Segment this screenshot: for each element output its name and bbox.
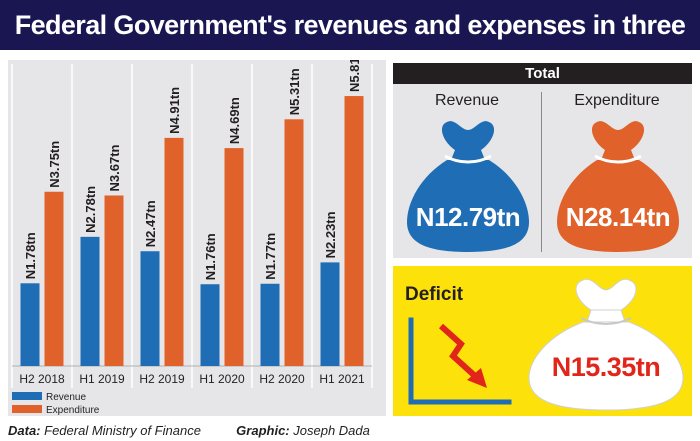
data-source-label: Data: [8,423,41,438]
legend-label: Revenue [46,392,86,403]
revenue-data-label: N2.23tn [323,211,338,258]
revenue-data-label: N1.76tn [203,233,218,280]
expenditure-bar [44,191,64,366]
expenditure-data-label: N5.81tn [347,60,362,92]
expenditure-bar [104,195,124,366]
expenditure-bar [284,119,304,366]
expenditure-bar [224,148,244,366]
revenue-money-bag-icon [407,121,529,252]
revenue-bar [80,236,100,366]
expenditure-total-value: N28.14tn [565,202,671,232]
divider [541,92,542,252]
revenue-total-value: N12.79tn [415,202,521,232]
revenue-data-label: N2.47tn [143,200,158,247]
expenditure-money-bag-icon [557,121,679,252]
expenditure-data-label: N4.69tn [227,97,242,144]
x-tick-label: H1 2019 [79,372,125,386]
total-header: Total [393,63,692,84]
deficit-panel: Deficit N15.35tn [393,266,692,416]
chart-title: Federal Government's revenues and expens… [0,0,700,90]
x-tick-label: H2 2018 [19,372,65,386]
graphic-credit: Joseph Dada [293,423,370,438]
bar-chart: N1.78tn N3.75tn H2 2018 N2.78tn N3.67tn H1 20… [11,60,373,416]
expenditure-data-label: N3.75tn [47,141,62,188]
revenue-bar [260,283,280,366]
x-tick-label: H2 2020 [259,372,305,386]
revenue-data-label: N1.77tn [263,233,278,280]
deficit-value: N15.35tn [551,352,661,382]
x-tick-label: H2 2019 [139,372,185,386]
revenue-bar [320,262,340,366]
x-tick-label: H1 2020 [199,372,245,386]
falling-arrow-icon [408,317,512,405]
expenditure-data-label: N5.31tn [287,68,302,115]
graphic-credit-label: Graphic: [236,423,290,438]
deficit-label: Deficit [405,284,464,305]
footer: Data: Federal Ministry of Finance Graphi… [8,423,698,439]
total-panel: Revenue Expenditure N12.79tn N28.14tn [393,84,692,258]
expenditure-bar [344,96,364,366]
revenue-bar [20,283,40,366]
expenditure-data-label: N3.67tn [107,144,122,191]
bar-chart-panel: N1.78tn N3.75tn H2 2018 N2.78tn N3.67tn H1 20… [8,60,386,416]
revenue-bar [140,251,160,366]
x-tick-label: H1 2021 [319,372,365,386]
legend-label: Expenditure [46,405,100,416]
expenditure-data-label: N4.91tn [167,87,182,134]
legend-swatch [12,405,42,413]
legend-swatch [12,392,42,400]
revenue-bar [200,284,220,366]
expenditure-bar [164,137,184,366]
revenue-data-label: N2.78tn [83,186,98,233]
revenue-data-label: N1.78tn [23,232,38,279]
deficit-money-bag-icon [528,278,684,411]
revenue-total-label: Revenue [434,92,500,109]
data-source: Federal Ministry of Finance [44,423,201,438]
expenditure-total-label: Expenditure [574,92,660,109]
